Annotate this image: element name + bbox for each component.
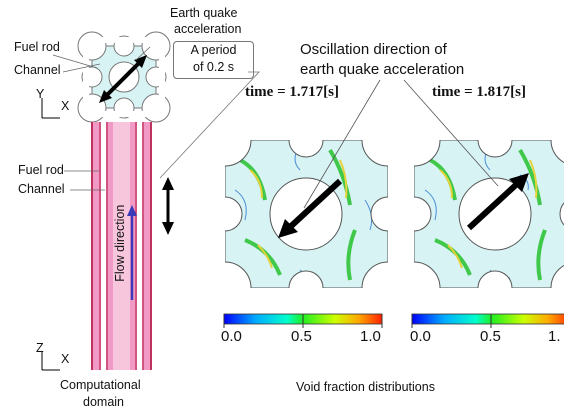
colorbar-left-tick-2: 1.0 — [360, 328, 381, 345]
period-line2: of 0.2 s — [193, 60, 234, 74]
void-panel-right — [414, 140, 564, 288]
leader-channel-top — [62, 63, 101, 73]
time-label-left: time = 1.717[s] — [245, 84, 339, 100]
period-box: A period of 0.2 s — [173, 41, 254, 79]
void-panel-left — [225, 140, 388, 288]
oscillation-label-line1: Oscillation direction of — [300, 41, 447, 58]
period-line1: A period — [190, 43, 237, 57]
axis-zx-bottom — [41, 351, 60, 371]
earthquake-label-line2: acceleration — [174, 22, 242, 36]
earthquake-label-line1: Earth quake — [170, 6, 238, 20]
channel-label-top: Channel — [14, 63, 61, 77]
arrow-right-panel — [466, 173, 529, 231]
time-label-right: time = 1.817[s] — [432, 84, 526, 100]
colorbar-right-tick-1: 0.5 — [480, 328, 501, 345]
colorbar-left-tick-1: 0.5 — [291, 328, 312, 345]
small-cross-section — [77, 31, 171, 123]
axis-x-top-label: X — [61, 99, 70, 113]
computational-label-line1: Computational — [60, 378, 141, 392]
axis-y-label: Y — [36, 87, 45, 101]
colorbar-right-tick-0: 0.0 — [410, 328, 431, 345]
axis-x-bottom-label: X — [61, 352, 70, 366]
fuel-rod-label-mid: Fuel rod — [18, 163, 64, 177]
flow-arrow — [127, 205, 137, 300]
oscillation-label-line2: earth quake acceleration — [300, 61, 465, 78]
arrow-left-panel — [278, 178, 343, 238]
colorbar-left — [223, 313, 383, 328]
leader-period — [159, 71, 260, 179]
oscillation-double-arrow — [162, 177, 174, 235]
colorbar-right-tick-2: 1. — [548, 328, 561, 345]
fuel-rod-label-top: Fuel rod — [14, 40, 60, 54]
channel-column — [91, 122, 152, 370]
axis-yx-top — [41, 98, 60, 119]
colorbar-right — [411, 313, 564, 328]
colorbar-left-tick-0: 0.0 — [221, 328, 242, 345]
leader-oscillation-right — [403, 79, 499, 187]
axis-z-label: Z — [36, 341, 44, 355]
computational-label-line2: domain — [83, 395, 124, 409]
void-fraction-label: Void fraction distributions — [296, 380, 435, 394]
flow-direction-label: Flow direction — [112, 204, 127, 282]
leader-oscillation-left — [303, 79, 381, 209]
channel-label-mid: Channel — [18, 182, 65, 196]
leader-earthquake — [135, 46, 151, 61]
